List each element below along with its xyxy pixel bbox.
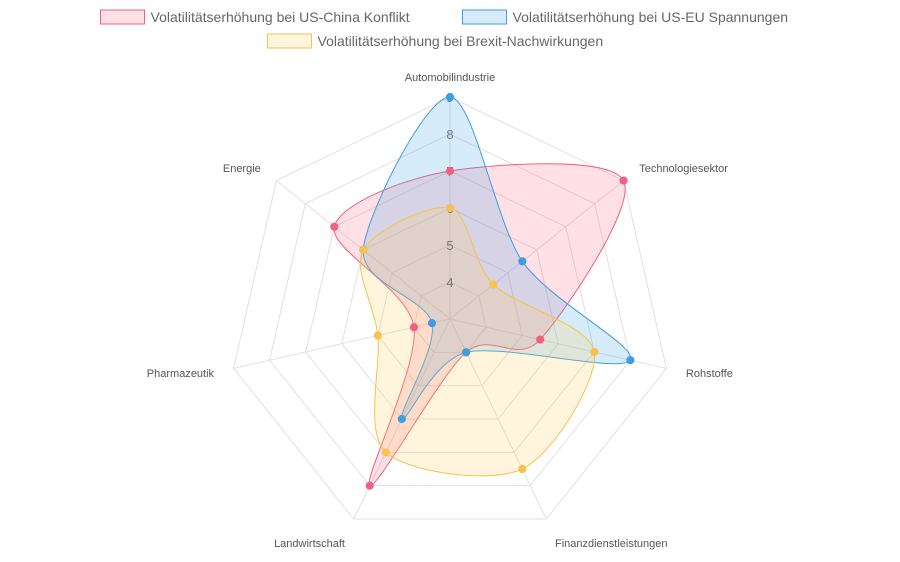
grid-ring [269, 133, 631, 487]
legend-item: Volatilitätserhöhung bei US-EU Spannunge… [462, 9, 789, 25]
data-point [427, 319, 437, 328]
series-layer [333, 96, 632, 487]
grid-ring [413, 281, 487, 353]
tick-label: 8 [446, 127, 453, 142]
data-point [409, 323, 419, 332]
legend-swatch [462, 9, 507, 25]
data-point [461, 348, 471, 357]
legend-swatch [100, 9, 145, 25]
data-point [397, 414, 406, 424]
legend-label: Volatilitätserhöhung bei US-EU Spannunge… [513, 9, 789, 25]
legend-item: Volatilitätserhöhung bei US-China Konfli… [100, 9, 410, 25]
data-point [381, 448, 390, 457]
data-point [445, 203, 455, 213]
legend: Volatilitätserhöhung bei US-China Konfli… [100, 9, 789, 49]
data-point [590, 347, 599, 357]
data-point [445, 166, 455, 176]
legend-swatch [267, 33, 312, 49]
data-point [489, 280, 498, 289]
data-point [518, 257, 527, 266]
category-label: Finanzdienstleistungen [555, 538, 668, 550]
category-labels: Automobilindustrie Technologiesektor Rohst… [147, 72, 733, 550]
category-label: Landwirtschaft [274, 538, 345, 550]
tick-label: 4 [446, 275, 453, 290]
data-point [373, 331, 382, 340]
data-point [536, 335, 545, 344]
category-label: Pharmazeutik [147, 368, 215, 380]
data-point [626, 356, 635, 365]
tick-label: 5 [446, 238, 453, 253]
data-point [619, 176, 628, 185]
category-label: Technologiesektor [639, 163, 728, 175]
grid-ring [233, 96, 667, 520]
data-point [445, 92, 455, 102]
data-point [518, 464, 527, 474]
grid-ring [305, 170, 595, 453]
data-point [365, 481, 374, 490]
category-label: Energie [223, 163, 261, 175]
grid-spoke [449, 180, 624, 320]
data-point [359, 245, 368, 254]
category-label: Rohstoffe [686, 368, 733, 380]
category-label: Automobilindustrie [405, 72, 496, 84]
legend-item: Volatilitätserhöhung bei Brexit-Nachwirk… [267, 33, 604, 49]
data-point [330, 222, 339, 231]
grid-ring [377, 244, 523, 387]
data-points [330, 92, 635, 490]
series-area [359, 206, 595, 477]
series-area [333, 163, 626, 487]
legend-label: Volatilitätserhöhung bei Brexit-Nachwirk… [318, 33, 604, 49]
grid-ring [341, 207, 559, 420]
legend-label: Volatilitätserhöhung bei US-China Konfli… [151, 9, 410, 25]
